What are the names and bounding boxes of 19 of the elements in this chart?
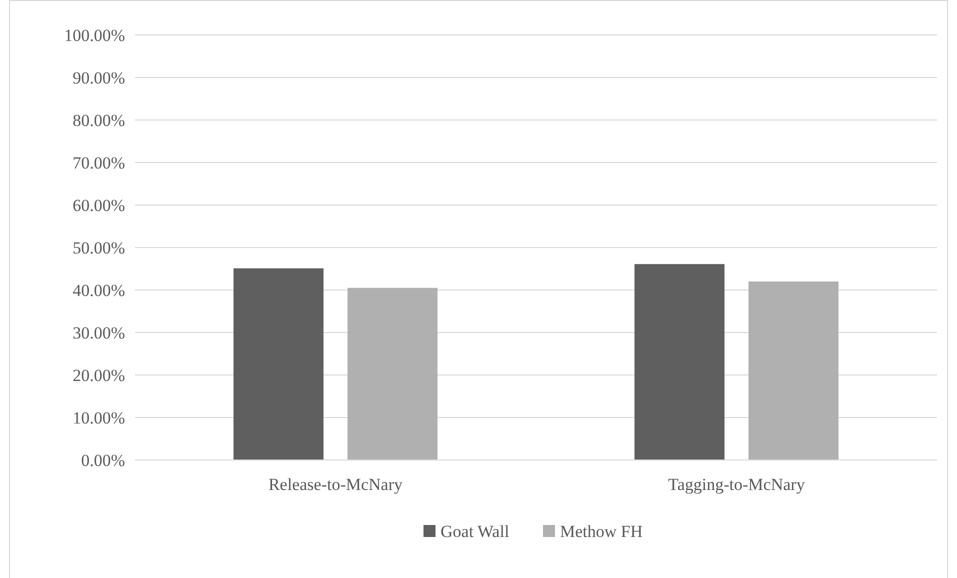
bar <box>634 264 724 460</box>
y-tick-label: 70.00% <box>72 153 125 172</box>
x-tick-label: Release-to-McNary <box>268 475 404 494</box>
y-tick-label: 30.00% <box>72 323 125 342</box>
x-tick-label: Tagging-to-McNary <box>668 475 806 494</box>
bar <box>234 268 324 460</box>
legend-label: Goat Wall <box>440 522 510 541</box>
bar <box>348 288 438 460</box>
y-tick-label: 0.00% <box>81 450 125 470</box>
bar <box>748 282 838 460</box>
y-tick-label: 10.00% <box>72 408 125 428</box>
y-tick-label: 20.00% <box>72 366 125 385</box>
y-tick-label: 90.00% <box>72 68 125 88</box>
y-tick-label: 100.00% <box>64 26 125 45</box>
y-tick-label: 40.00% <box>72 280 125 300</box>
y-tick-label: 80.00% <box>72 110 125 130</box>
y-tick-label: 50.00% <box>72 238 125 258</box>
y-tick-label: 60.00% <box>72 196 125 215</box>
legend-label: Methow FH <box>560 522 643 541</box>
